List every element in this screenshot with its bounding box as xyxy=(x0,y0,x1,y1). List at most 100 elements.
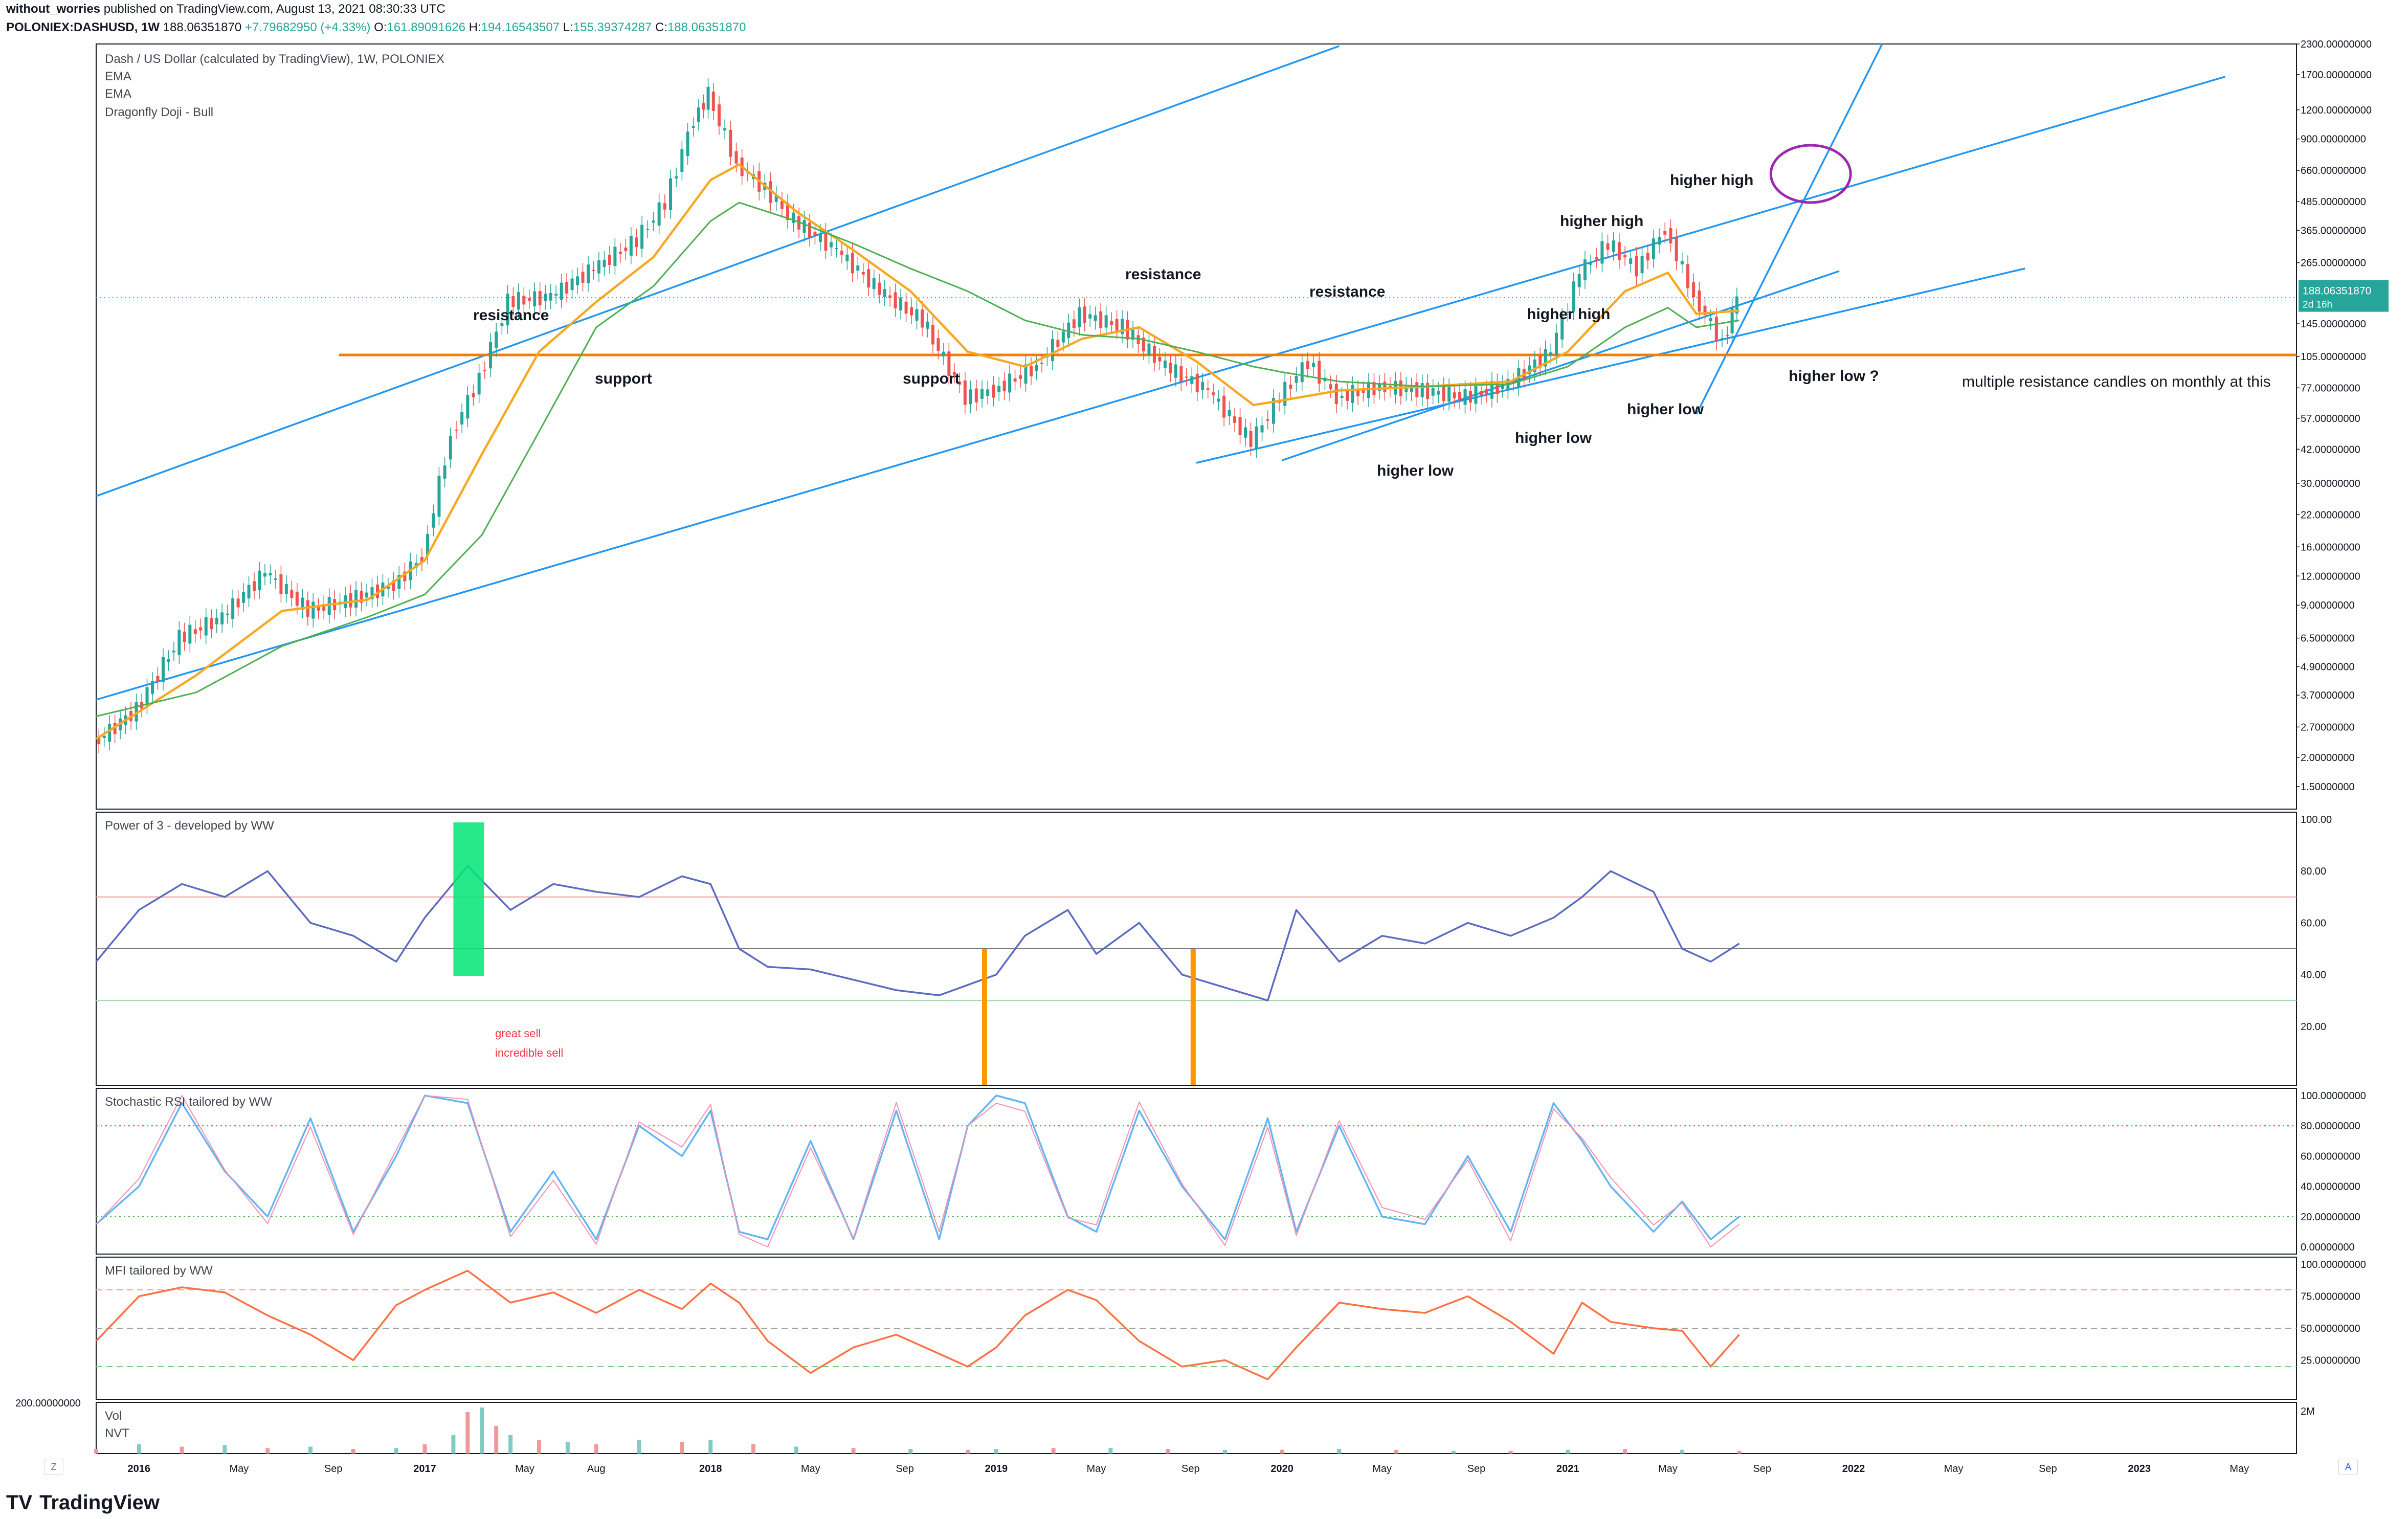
zoom-button[interactable]: Z xyxy=(44,1459,63,1475)
time-tick-label: May xyxy=(1658,1463,1678,1475)
candle-body xyxy=(349,593,352,608)
last-price-tag xyxy=(2299,280,2389,312)
candle-body xyxy=(1233,416,1237,423)
candle-body xyxy=(729,130,732,157)
candle-body xyxy=(947,351,951,376)
candle-body xyxy=(920,309,924,328)
legend-title[interactable]: Dash / US Dollar (calculated by TradingV… xyxy=(105,52,444,66)
candle-body xyxy=(992,385,995,398)
candle-body xyxy=(403,571,407,582)
candle-body xyxy=(1169,363,1172,373)
chart-annotation: support xyxy=(595,370,652,387)
buy-zone-fill xyxy=(453,822,484,976)
price-tick-label: 1700.00000000 xyxy=(2301,70,2372,81)
volume-bar xyxy=(966,1449,970,1454)
candle-body xyxy=(1340,395,1344,398)
osc-tick-label: 80.00 xyxy=(2301,866,2326,877)
candle-body xyxy=(937,338,940,351)
candle-body xyxy=(963,380,967,405)
volume-bar xyxy=(422,1444,427,1454)
candle-body xyxy=(489,342,493,369)
candle-body xyxy=(618,251,622,254)
candle-body xyxy=(150,681,154,694)
candle-body xyxy=(1479,391,1483,396)
candle-body xyxy=(231,598,235,619)
auto-scale-button[interactable]: A xyxy=(2338,1459,2358,1475)
candle-body xyxy=(969,389,972,405)
author-name[interactable]: without_worries xyxy=(6,2,101,16)
candle-body xyxy=(652,220,655,223)
volume-bar xyxy=(1337,1449,1342,1454)
candle-body xyxy=(172,651,175,653)
candle-body xyxy=(980,389,984,399)
candle-body xyxy=(899,297,903,310)
price-tick-label: 57.00000000 xyxy=(2301,413,2360,425)
legend-ema-1[interactable]: EMA xyxy=(105,70,132,83)
chart-annotation: higher high xyxy=(1527,306,1610,323)
time-tick-label: Aug xyxy=(587,1463,606,1475)
osc-tick-label: 20.00 xyxy=(2301,1021,2326,1033)
price-tick-label: 12.00000000 xyxy=(2301,571,2360,582)
candle-body xyxy=(845,254,849,261)
candle-body xyxy=(360,591,363,603)
candle-body xyxy=(734,151,738,164)
volume-bar xyxy=(1680,1449,1684,1454)
candle-body xyxy=(1490,381,1493,399)
candle-body xyxy=(958,381,962,385)
legend-ema-2[interactable]: EMA xyxy=(105,87,132,101)
candle-body xyxy=(1595,257,1598,260)
candle-body xyxy=(1121,319,1124,334)
time-tick-label: May xyxy=(229,1463,249,1475)
publish-info: published on TradingView.com, August 13,… xyxy=(103,2,445,16)
candle-body xyxy=(295,591,299,606)
chart-annotation: support xyxy=(903,370,960,387)
candle-body xyxy=(472,393,475,397)
candle-body xyxy=(706,86,710,110)
candle-body xyxy=(1606,243,1610,250)
candle-body xyxy=(931,325,934,345)
candle-body xyxy=(1698,291,1701,312)
volume-bar xyxy=(494,1426,499,1454)
volume-bar xyxy=(351,1449,355,1454)
panel-title: Power of 3 - developed by WW xyxy=(105,819,274,833)
chart-annotation: multiple resistance candles on monthly a… xyxy=(1962,373,2271,390)
volume-bar xyxy=(480,1408,484,1454)
oscillator-line xyxy=(95,1269,1740,1380)
trend-line xyxy=(1696,43,1883,415)
candle-body xyxy=(1024,364,1028,384)
volume-bar xyxy=(1623,1449,1627,1454)
osc-tick-label: 20.00000000 xyxy=(2301,1212,2360,1223)
osc-tick-label: 100.00000000 xyxy=(2301,1259,2366,1270)
price-tick-label: 77.00000000 xyxy=(2301,383,2360,394)
volume-tick-label: 2M xyxy=(2301,1406,2315,1417)
osc-tick-label: 25.00000000 xyxy=(2301,1355,2360,1367)
volume-bar xyxy=(308,1446,313,1454)
time-tick-label: Sep xyxy=(1467,1463,1486,1475)
candle-body xyxy=(1244,427,1247,438)
candle-body xyxy=(1283,382,1287,406)
candle-body xyxy=(549,293,552,301)
tradingview-brand[interactable]: TV TradingView xyxy=(6,1491,160,1514)
candle-body xyxy=(1658,237,1661,245)
candle-body xyxy=(1437,391,1440,395)
candle-body xyxy=(942,351,945,356)
candle-body xyxy=(97,738,101,745)
price-tick-label: 105.00000000 xyxy=(2301,351,2366,363)
candle-body xyxy=(1201,382,1205,390)
time-tick-label: Sep xyxy=(2039,1463,2057,1475)
time-tick-label: May xyxy=(515,1463,534,1475)
trend-line xyxy=(1196,267,2025,464)
time-tick-label: May xyxy=(801,1463,820,1475)
candle-body xyxy=(1351,385,1354,404)
ema-slow-line xyxy=(96,202,1740,718)
osc-annotation: incredible sell xyxy=(495,1046,563,1059)
candle-body xyxy=(1099,311,1103,328)
candle-body xyxy=(1686,264,1689,288)
symbol-name[interactable]: POLONIEX:DASHUSD, 1W xyxy=(6,20,160,34)
candle-body xyxy=(1115,319,1119,331)
candle-body xyxy=(1612,240,1615,252)
candle-body xyxy=(675,176,678,179)
legend-pattern[interactable]: Dragonfly Doji - Bull xyxy=(105,105,214,119)
candle-body xyxy=(624,248,628,251)
time-tick-label: Sep xyxy=(324,1463,343,1475)
